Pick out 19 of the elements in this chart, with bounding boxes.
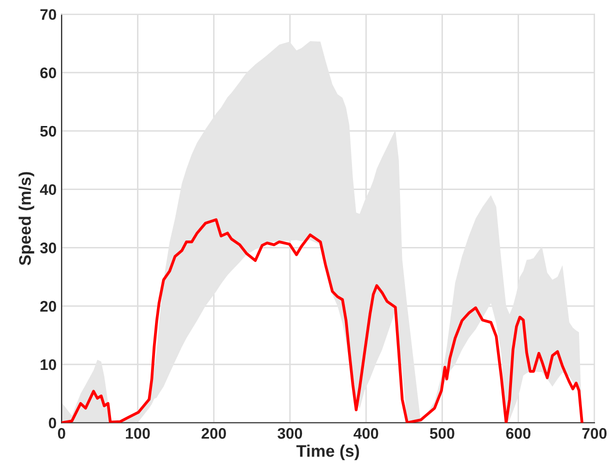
x-tick-label: 700 [582, 428, 607, 439]
x-tick-label: 0 [58, 428, 66, 439]
y-tick-label: 30 [40, 242, 56, 254]
x-tick-label: 300 [278, 428, 302, 439]
y-tick-label: 0 [48, 418, 56, 428]
y-tick-label: 60 [40, 67, 56, 78]
y-tick-label: 20 [40, 300, 56, 312]
x-tick-label: 200 [202, 428, 226, 439]
x-tick-label: 500 [430, 428, 454, 439]
y-tick-label: 70 [40, 9, 56, 20]
x-tick-label: 600 [506, 428, 530, 439]
y-tick-label: 10 [40, 359, 56, 370]
line-series [62, 218, 584, 423]
x-tick-label: 100 [126, 428, 150, 439]
x-tick-label: 400 [354, 428, 378, 439]
x-axis-title: Time (s) [296, 444, 359, 460]
y-tick-label: 50 [40, 126, 56, 137]
y-axis-title: Speed (m/s) [18, 172, 34, 266]
y-tick-label: 40 [40, 184, 56, 196]
